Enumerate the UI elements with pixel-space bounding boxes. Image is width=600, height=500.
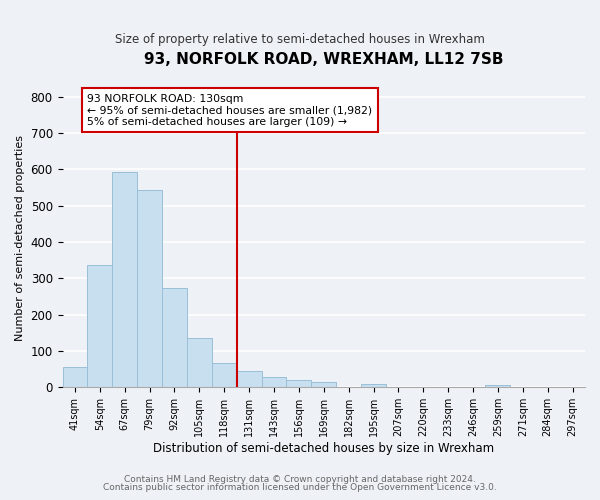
X-axis label: Distribution of semi-detached houses by size in Wrexham: Distribution of semi-detached houses by … [153,442,494,455]
Bar [236,370,262,388]
Bar [485,385,511,388]
Text: Size of property relative to semi-detached houses in Wrexham: Size of property relative to semi-detach… [115,32,485,46]
Bar [187,338,212,388]
Title: 93, NORFOLK ROAD, WREXHAM, LL12 7SB: 93, NORFOLK ROAD, WREXHAM, LL12 7SB [144,52,503,68]
Bar [262,377,286,388]
Y-axis label: Number of semi-detached properties: Number of semi-detached properties [15,136,25,342]
Bar [137,190,162,388]
Text: Contains public sector information licensed under the Open Government Licence v3: Contains public sector information licen… [103,484,497,492]
Bar [286,380,311,388]
Bar [62,366,88,388]
Text: Contains HM Land Registry data © Crown copyright and database right 2024.: Contains HM Land Registry data © Crown c… [124,475,476,484]
Bar [311,382,336,388]
Bar [112,172,137,388]
Bar [212,363,236,388]
Bar [162,288,187,388]
Bar [88,265,112,388]
Bar [361,384,386,388]
Text: 93 NORFOLK ROAD: 130sqm
← 95% of semi-detached houses are smaller (1,982)
5% of : 93 NORFOLK ROAD: 130sqm ← 95% of semi-de… [88,94,373,127]
